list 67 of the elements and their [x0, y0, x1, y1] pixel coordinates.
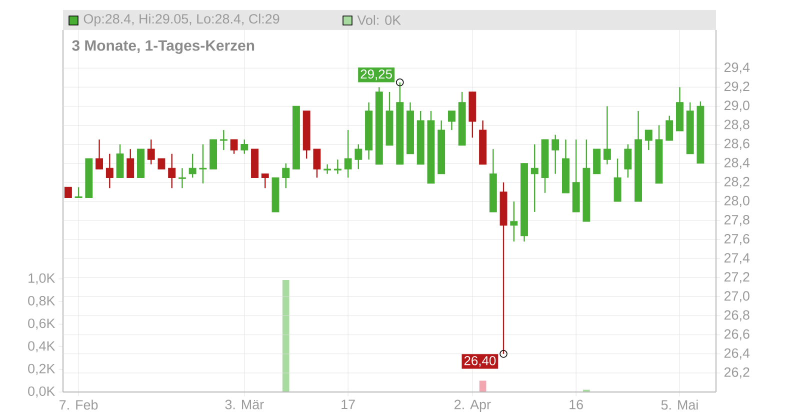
- y-tick-label: 28,4: [724, 158, 750, 169]
- y-tick-label: 29,2: [724, 82, 750, 93]
- candlestick: [614, 158, 622, 202]
- candlestick: [240, 138, 248, 154]
- y-tick-label: 26,2: [724, 367, 750, 378]
- annotation: 29,25: [360, 70, 392, 80]
- candlestick: [168, 153, 176, 189]
- x-tick-label: 3. Mär: [225, 400, 264, 410]
- candlestick: [188, 153, 196, 178]
- candlestick: [74, 186, 82, 198]
- candlestick: [448, 110, 456, 131]
- candlestick: [158, 158, 166, 170]
- y-tick-label: 27,8: [724, 214, 750, 226]
- candlestick: [624, 144, 632, 178]
- x-tick-label: 16: [570, 400, 583, 410]
- candlestick: [147, 138, 155, 165]
- y-tick-label: 27,4: [724, 253, 750, 264]
- x-tick-label: 2. Apr: [454, 400, 491, 412]
- legend-label: Vol: 0K: [357, 15, 401, 25]
- candlestick: [199, 144, 207, 184]
- y2-tick-label: 0,2K: [28, 364, 56, 375]
- candlestick: [313, 148, 321, 178]
- bar: [479, 380, 486, 392]
- candlestick: [106, 153, 114, 189]
- bar: [282, 280, 290, 392]
- candlestick: [324, 164, 332, 174]
- candlestick: [334, 158, 342, 174]
- y-tick-label: 29,4: [724, 62, 750, 74]
- candlestick: [644, 129, 652, 151]
- y-tick-label: 26,4: [724, 348, 750, 360]
- candlestick: [96, 138, 104, 170]
- y2-tick-label: 0,4K: [28, 341, 56, 352]
- x-tick-label: 17: [342, 400, 355, 410]
- candlestick: [666, 115, 674, 142]
- y-tick-label: 27,6: [724, 234, 750, 246]
- candlestick: [126, 148, 134, 178]
- y2-tick-label: 0,6K: [28, 318, 56, 330]
- annotation: 26,40: [464, 356, 496, 367]
- y-tick-label: 28,8: [724, 120, 750, 131]
- y2-tick-label: 0,0K: [28, 386, 56, 398]
- y-tick-label: 28,0: [724, 196, 750, 208]
- y-tick-label: 26,6: [724, 329, 750, 340]
- x-tick-label: 7. Feb: [60, 400, 98, 410]
- candlestick: [64, 186, 72, 198]
- candlestick: [344, 129, 352, 178]
- candlestick: [354, 144, 362, 170]
- y2-tick-label: 1,0K: [28, 273, 56, 284]
- candlestick: [220, 129, 228, 151]
- text: 3 Monate, 1-Tages-Kerzen: [72, 40, 254, 54]
- legend-label: Op:28.4, Hi:29.05, Lo:28.4, Cl:29: [84, 14, 280, 26]
- y2-tick-label: 0,8K: [28, 296, 56, 308]
- candlestick: [230, 138, 238, 154]
- y-tick-label: 28,2: [724, 176, 750, 188]
- y-tick-label: 27,2: [724, 272, 750, 284]
- candlestick: [530, 144, 538, 213]
- candlestick: [603, 106, 611, 165]
- candlestick: [282, 162, 290, 189]
- candlestick: [261, 173, 269, 189]
- x-tick-label: 5. Mai: [661, 400, 698, 410]
- candlestick: [510, 200, 518, 242]
- y-tick-label: 27,0: [724, 291, 750, 302]
- y-tick-label: 29,0: [724, 100, 750, 112]
- y-tick-label: 28,6: [724, 138, 750, 150]
- candlestick: [552, 134, 560, 174]
- y-tick-label: 26,8: [724, 310, 750, 322]
- candlestick: [178, 168, 186, 189]
- candlestick: [116, 144, 124, 178]
